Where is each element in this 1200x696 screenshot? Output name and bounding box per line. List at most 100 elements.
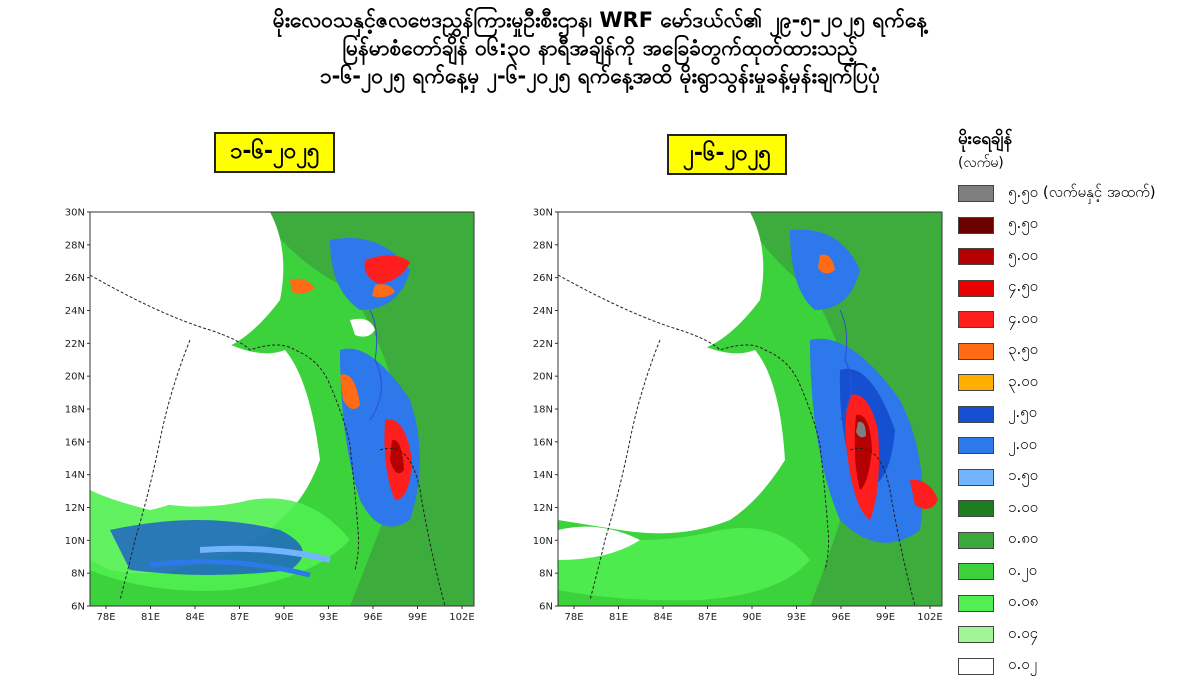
map2-coastline [558, 274, 830, 571]
rainfall-legend: မိုးရေချိန် (လက်မ) ၅.၅၀ (လက်မနှင့် အထက်)… [958, 126, 1198, 682]
legend-label: ၁.၅၀ [1008, 466, 1039, 485]
lat-tick-label: 22N [533, 339, 553, 350]
legend-item: ၅.၅၀ (လက်မနှင့် အထက်) [958, 178, 1198, 210]
legend-item: ၅.၅၀ [958, 210, 1198, 242]
lat-tick-label: 22N [65, 339, 85, 350]
lat-tick-label: 10N [65, 536, 85, 547]
legend-swatch [958, 279, 994, 297]
lat-tick-label: 10N [533, 536, 553, 547]
legend-swatch [958, 626, 994, 644]
lat-tick-label: 18N [65, 405, 85, 416]
rainfall-map-day2: 30N 28N 26N 24N 22N 20N 18N 16N 14N 12N 10N 8N 6N 78E… [520, 200, 960, 630]
legend-swatch [958, 500, 994, 518]
legend-label: ၀.၈၀ [1008, 529, 1039, 548]
lon-tick-label: 102E [917, 612, 942, 623]
title-line-2: မြန်မာစံတော်ချိန် ၀၆:၃၀ နာရီအချိန်ကို အခ… [342, 36, 858, 60]
legend-unit: (လက်မ) [958, 155, 1004, 171]
legend-label: ၃.၀၀ [1008, 371, 1039, 390]
legend-label: ၅.၅၀ (လက်မနှင့် အထက်) [1008, 182, 1156, 201]
legend-swatch [958, 374, 994, 392]
legend-swatch [958, 342, 994, 360]
legend-label: ၅.၅၀ [1008, 214, 1039, 233]
legend-item: ၂.၅၀ [958, 399, 1198, 431]
map1-dry-north [90, 212, 284, 350]
legend-swatch [958, 311, 994, 329]
lon-tick-label: 99E [876, 612, 895, 623]
legend-label: ၅.၀၀ [1008, 245, 1039, 264]
lat-tick-label: 12N [65, 503, 85, 514]
map-title: မိုးလေဝသနှင့်ဇလဗေဒညွှန်ကြားမှုဦးစီးဌာန၊ … [0, 6, 1200, 90]
lat-tick-label: 30N [65, 208, 85, 219]
map2-red-east [910, 479, 938, 509]
lon-tick-label: 87E [698, 612, 717, 623]
lat-tick-label: 8N [71, 569, 85, 580]
lat-tick-label: 20N [65, 372, 85, 383]
legend-item: ၁.၀၀ [958, 493, 1198, 525]
lon-tick-label: 93E [787, 612, 806, 623]
lon-tick-label: 78E [96, 612, 115, 623]
map2-svg: 30N 28N 26N 24N 22N 20N 18N 16N 14N 12N 10N 8N 6N 78E… [533, 208, 943, 624]
legend-item: ၀.၈၀ [958, 525, 1198, 557]
lat-tick-label: 18N [533, 405, 553, 416]
legend-label: ၂.၅၀ [1008, 403, 1038, 422]
legend-item: ၃.၅၀ [958, 336, 1198, 368]
legend-label: ၀.၀၄ [1008, 623, 1039, 642]
legend-item: ၄.၅၀ [958, 273, 1198, 305]
map2-dry-india [558, 310, 701, 510]
lat-tick-label: 16N [533, 437, 553, 448]
lat-tick-label: 30N [533, 208, 553, 219]
lat-tick-label: 6N [539, 602, 553, 613]
legend-label: ၃.၅၀ [1008, 340, 1039, 359]
map1-red-north [364, 255, 410, 284]
lat-tick-label: 20N [533, 372, 553, 383]
legend-swatch [958, 216, 994, 234]
lat-tick-label: 16N [65, 437, 85, 448]
lon-tick-label: 96E [831, 612, 850, 623]
legend-item: ၀.၀၄ [958, 619, 1198, 651]
lon-tick-label: 99E [408, 612, 427, 623]
legend-label: ၂.၀၀ [1008, 434, 1038, 453]
lon-tick-label: 96E [363, 612, 382, 623]
legend-label: ၄.၅၀ [1008, 277, 1039, 296]
legend-swatch [958, 657, 994, 675]
lon-tick-label: 93E [319, 612, 338, 623]
map1-dark-green-zone [260, 212, 474, 606]
lon-tick-label: 102E [449, 612, 474, 623]
legend-swatch [958, 405, 994, 423]
lat-tick-label: 12N [533, 503, 553, 514]
legend-swatch [958, 563, 994, 581]
legend-item: ၄.၀၀ [958, 304, 1198, 336]
legend-item: ၁.၅၀ [958, 462, 1198, 494]
lon-tick-label: 81E [609, 612, 628, 623]
lat-tick-label: 26N [533, 273, 553, 284]
lat-tick-label: 8N [539, 569, 553, 580]
legend-item: ၂.၀၀ [958, 430, 1198, 462]
title-line-1: မိုးလေဝသနှင့်ဇလဗေဒညွှန်ကြားမှုဦးစီးဌာန၊ … [272, 8, 928, 32]
legend-title: မိုးရေချိန် [958, 129, 1013, 149]
legend-swatch [958, 468, 994, 486]
legend-label: ၄.၀၀ [1008, 308, 1039, 327]
lat-tick-label: 14N [65, 470, 85, 481]
map1-date-label: ၁-၆-၂၀၂၅ [214, 132, 336, 173]
lat-tick-label: 24N [533, 306, 553, 317]
legend-swatch [958, 437, 994, 455]
map1-dry-india [90, 310, 226, 510]
lon-tick-label: 90E [742, 612, 761, 623]
map2-dry-north [558, 212, 764, 350]
lon-tick-label: 90E [274, 612, 293, 623]
map1-coastline [90, 274, 360, 571]
legend-swatch [958, 531, 994, 549]
title-line-3: ၁-၆-၂၀၂၅ ရက်နေ့မှ ၂-၆-၂၀၂၅ ရက်နေ့အထိ မို… [319, 64, 881, 88]
lon-tick-label: 78E [564, 612, 583, 623]
rainfall-map-day1: 30N 28N 26N 24N 22N 20N 18N 16N 14N 12N 10N 8N 6N 78E… [50, 200, 490, 630]
lon-tick-label: 84E [185, 612, 204, 623]
map1-orange-coast [340, 374, 360, 409]
lat-tick-label: 28N [65, 240, 85, 251]
lon-tick-label: 84E [653, 612, 672, 623]
lon-tick-label: 87E [230, 612, 249, 623]
legend-item: ၃.၀၀ [958, 367, 1198, 399]
legend-label: ၁.၀၀ [1008, 497, 1039, 516]
map1-svg: 30N 28N 26N 24N 22N 20N 18N 16N 14N 12N 10N 8N 6N 78E… [65, 208, 475, 624]
legend-label: ၀.၂၀ [1008, 560, 1038, 579]
lat-tick-label: 26N [65, 273, 85, 284]
